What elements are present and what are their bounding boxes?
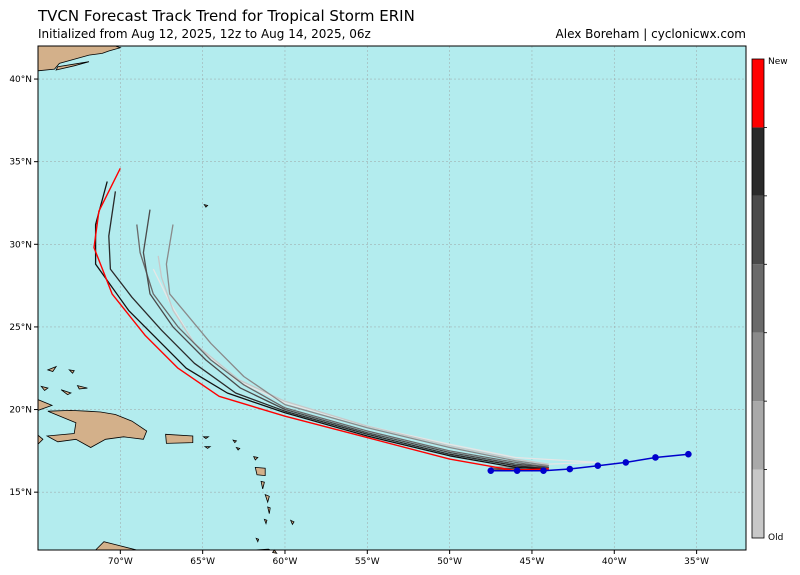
land-masses bbox=[37, 45, 295, 554]
lon-tick-label: 70°W bbox=[108, 557, 133, 567]
land-polygon bbox=[55, 61, 90, 71]
land-polygon bbox=[267, 506, 271, 514]
land-polygon bbox=[45, 409, 148, 448]
forecast-track-6 bbox=[94, 181, 550, 472]
lat-tick-label: 20°N bbox=[9, 406, 32, 416]
forecast-track-4 bbox=[142, 209, 550, 470]
gridlines bbox=[38, 46, 746, 550]
land-polygon bbox=[60, 389, 72, 396]
colorbar-segment bbox=[752, 264, 764, 333]
forecast-track-3 bbox=[136, 224, 550, 470]
longitude-ticks: 70°W 65°W 60°W 55°W 50°W 45°W 40°W 35°W bbox=[108, 550, 709, 567]
observed-track bbox=[487, 450, 692, 474]
colorbar-segment bbox=[752, 195, 764, 265]
map-frame bbox=[37, 45, 747, 551]
land-polygon bbox=[263, 518, 268, 525]
observed-position-marker bbox=[685, 450, 692, 458]
colorbar-segment bbox=[752, 127, 764, 196]
land-polygon bbox=[260, 480, 265, 489]
lon-tick-label: 40°W bbox=[602, 557, 627, 567]
land-polygon bbox=[165, 433, 194, 444]
colorbar bbox=[751, 58, 767, 539]
observed-position-marker bbox=[540, 467, 547, 474]
observed-position-marker bbox=[594, 462, 602, 470]
colorbar-segment bbox=[752, 469, 764, 538]
latitude-ticks: 15°N 20°N 25°N 30°N 35°N 40°N bbox=[9, 75, 38, 498]
observed-track-line bbox=[490, 453, 689, 472]
colorbar-segment bbox=[752, 59, 764, 128]
colorbar-bottom-label: Old bbox=[768, 533, 783, 543]
land-polygon bbox=[68, 369, 75, 374]
land-polygon bbox=[255, 537, 260, 543]
observed-position-marker bbox=[622, 459, 630, 466]
observed-position-marker bbox=[652, 454, 659, 461]
observed-position-marker bbox=[513, 467, 521, 474]
ocean-background bbox=[38, 46, 746, 550]
land-polygon bbox=[202, 436, 210, 439]
colorbar-segment bbox=[752, 332, 764, 402]
chart-subtitle: Initialized from Aug 12, 2025, 12z to Au… bbox=[38, 27, 371, 41]
lon-tick-label: 45°W bbox=[520, 557, 545, 567]
lat-tick-label: 15°N bbox=[9, 488, 32, 498]
land-polygon bbox=[232, 439, 238, 444]
lon-tick-label: 55°W bbox=[355, 557, 380, 567]
observed-position-marker bbox=[566, 465, 574, 473]
lat-tick-label: 30°N bbox=[9, 240, 32, 250]
forecast-track-1 bbox=[157, 255, 550, 469]
land-polygon bbox=[252, 456, 259, 461]
chart-title: TVCN Forecast Track Trend for Tropical S… bbox=[38, 7, 415, 25]
colorbar-border bbox=[751, 58, 765, 539]
land-polygon bbox=[203, 446, 212, 449]
lon-tick-label: 35°W bbox=[684, 557, 709, 567]
colorbar-top-label: New bbox=[768, 57, 788, 67]
lat-tick-label: 35°N bbox=[9, 158, 32, 168]
credit-text: Alex Boreham | cyclonicwx.com bbox=[555, 27, 746, 41]
land-polygon bbox=[76, 384, 88, 390]
land-polygon bbox=[235, 446, 241, 451]
land-polygon bbox=[40, 385, 49, 392]
land-polygon bbox=[254, 466, 266, 477]
land-polygon bbox=[264, 493, 270, 504]
land-polygon bbox=[289, 519, 295, 526]
forecast-track-5 bbox=[108, 191, 550, 472]
observed-position-marker bbox=[487, 467, 495, 474]
land-polygon bbox=[46, 365, 58, 372]
land-polygon bbox=[271, 549, 278, 554]
colorbar-segment bbox=[752, 401, 764, 470]
lat-tick-label: 25°N bbox=[9, 323, 32, 333]
lon-tick-label: 65°W bbox=[190, 557, 215, 567]
land-polygon bbox=[203, 203, 209, 208]
lon-tick-label: 60°W bbox=[273, 557, 298, 567]
lon-tick-label: 50°W bbox=[437, 557, 462, 567]
lat-tick-label: 40°N bbox=[9, 75, 32, 85]
forecast-track-2 bbox=[165, 224, 550, 469]
